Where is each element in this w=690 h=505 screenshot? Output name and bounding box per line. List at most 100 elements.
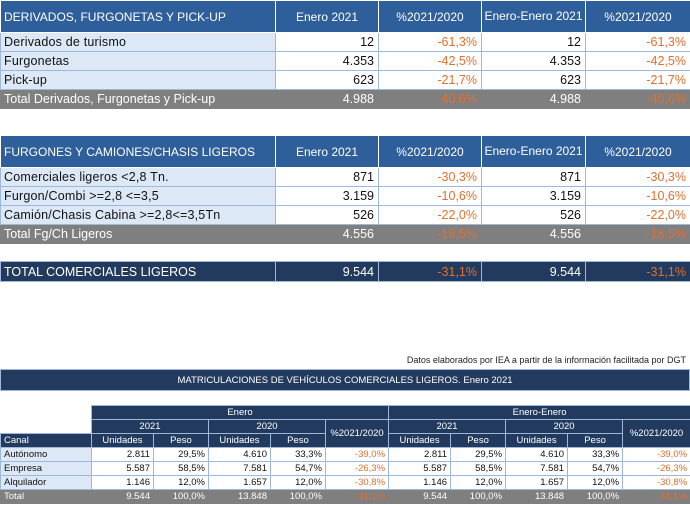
- total-label: Total: [0, 489, 92, 504]
- unidades-header: Unidades: [388, 433, 452, 448]
- total-pct-acumulado: -16,5%: [585, 224, 690, 244]
- table-header-row: DERIVADOS, FURGONETAS Y PICK-UP Enero 20…: [0, 0, 690, 33]
- total-row: Total 9.544 100,0% 13.848 100,0% -31,1% …: [0, 489, 690, 504]
- cell: 29,5%: [450, 447, 507, 462]
- total-row: Total Derivados, Furgonetas y Pick-up 4.…: [0, 89, 690, 109]
- row-label: Autónomo: [0, 447, 92, 462]
- cell-pct-acumulado: -21,7%: [585, 70, 690, 90]
- table-row: Alquilador 1.146 12,0% 1.657 12,0% -30,8…: [0, 475, 690, 490]
- derivados-table: DERIVADOS, FURGONETAS Y PICK-UP Enero 20…: [0, 0, 690, 109]
- grand-total-row: TOTAL COMERCIALES LIGEROS 9.544 -31,1% 9…: [0, 261, 690, 282]
- total-row: Total Fg/Ch Ligeros 4.556 -16,5% 4.556 -…: [0, 224, 690, 244]
- cell-acumulado: 12: [481, 32, 586, 52]
- cell-pct-acumulado: -42,5%: [585, 51, 690, 71]
- empty-cell: [0, 405, 92, 420]
- cell-pct: -42,5%: [378, 51, 482, 71]
- header-enero: Enero 2021: [275, 135, 379, 168]
- cell: 7.581: [505, 461, 569, 476]
- header-enero: Enero 2021: [275, 0, 379, 33]
- furgones-table: FURGONES Y CAMIONES/CHASIS LIGEROS Enero…: [0, 135, 690, 244]
- cell: 13.848: [208, 489, 271, 504]
- group-header-row: Enero Enero-Enero: [0, 405, 690, 420]
- cell: 9.544: [91, 489, 154, 504]
- cell-enero: 871: [275, 167, 379, 187]
- cell: 12,0%: [153, 475, 209, 490]
- pct-header: %2021/2020: [324, 419, 390, 448]
- cell: 54,7%: [567, 461, 624, 476]
- cell-enero: 526: [275, 205, 379, 225]
- total-enero: 4.988: [275, 89, 379, 109]
- cell: 100,0%: [270, 489, 326, 504]
- cell: 58,5%: [153, 461, 209, 476]
- year-2020: 2020: [505, 419, 624, 434]
- row-label: Empresa: [0, 461, 92, 476]
- cell-pct: -39,0%: [324, 447, 390, 462]
- peso-header: Peso: [567, 433, 624, 448]
- cell: 1.146: [91, 475, 154, 490]
- cell-pct-acumulado: -22,0%: [585, 205, 690, 225]
- table-header-row: FURGONES Y CAMIONES/CHASIS LIGEROS Enero…: [0, 135, 690, 168]
- total-label: Total Derivados, Furgonetas y Pick-up: [0, 89, 276, 109]
- cell-enero: 3.159: [275, 186, 379, 206]
- total-pct: -16,5%: [378, 224, 482, 244]
- header-pct: %2021/2020: [378, 135, 482, 168]
- header-pct: %2021/2020: [378, 0, 482, 33]
- row-label: Comerciales ligeros <2,8 Tn.: [0, 167, 276, 187]
- total-comerciales-table: TOTAL COMERCIALES LIGEROS 9.544 -31,1% 9…: [0, 261, 690, 282]
- row-label: Pick-up: [0, 70, 276, 90]
- table-row: Autónomo 2.811 29,5% 4.610 33,3% -39,0% …: [0, 447, 690, 462]
- row-label: Camión/Chasis Cabina >=2,8<=3,5Tn: [0, 205, 276, 225]
- cell-pct: -10,6%: [378, 186, 482, 206]
- table-row: Furgonetas 4.353 -42,5% 4.353 -42,5%: [0, 51, 690, 71]
- header-category: DERIVADOS, FURGONETAS Y PICK-UP: [0, 0, 276, 33]
- header-acumulado: Enero-Enero 2021: [481, 135, 586, 168]
- table-row: Pick-up 623 -21,7% 623 -21,7%: [0, 70, 690, 90]
- cell-pct: -39,0%: [622, 447, 690, 462]
- peso-header: Peso: [450, 433, 507, 448]
- cell: 1.657: [208, 475, 271, 490]
- cell: 58,5%: [450, 461, 507, 476]
- cell-pct: -61,3%: [378, 32, 482, 52]
- cell-acumulado: 4.353: [481, 51, 586, 71]
- grand-total-enero: 9.544: [275, 261, 379, 282]
- cell: 5.587: [388, 461, 452, 476]
- cell-pct: -26,3%: [622, 461, 690, 476]
- grand-total-acumulado: 9.544: [481, 261, 586, 282]
- total-pct: -40,6%: [378, 89, 482, 109]
- table-row: Derivados de turismo 12 -61,3% 12 -61,3%: [0, 32, 690, 52]
- row-label: Furgon/Combi >=2,8 <=3,5: [0, 186, 276, 206]
- cell: 100,0%: [567, 489, 624, 504]
- cell-acumulado: 3.159: [481, 186, 586, 206]
- year-2020: 2020: [208, 419, 326, 434]
- cell: 5.587: [91, 461, 154, 476]
- peso-header: Peso: [153, 433, 209, 448]
- cell: 33,3%: [270, 447, 326, 462]
- cell: 54,7%: [270, 461, 326, 476]
- grand-total-pct-acumulado: -31,1%: [585, 261, 690, 282]
- cell: 13.848: [505, 489, 569, 504]
- canal-header: Canal: [0, 433, 92, 448]
- year-header-row: 2021 2020 %2021/2020 2021 2020 %2021/202…: [0, 419, 690, 448]
- cell: 12,0%: [270, 475, 326, 490]
- cell-pct-acumulado: -10,6%: [585, 186, 690, 206]
- cell-pct-acumulado: -61,3%: [585, 32, 690, 52]
- row-label: Derivados de turismo: [0, 32, 276, 52]
- cell-acumulado: 623: [481, 70, 586, 90]
- cell: 12,0%: [450, 475, 507, 490]
- row-label: Furgonetas: [0, 51, 276, 71]
- table-row: Furgon/Combi >=2,8 <=3,5 3.159 -10,6% 3.…: [0, 186, 690, 206]
- table-row: Camión/Chasis Cabina >=2,8<=3,5Tn 526 -2…: [0, 205, 690, 225]
- cell: 100,0%: [450, 489, 507, 504]
- unidades-header: Unidades: [208, 433, 271, 448]
- cell-pct: -21,7%: [378, 70, 482, 90]
- cell: 2.811: [91, 447, 154, 462]
- cell: 100,0%: [153, 489, 209, 504]
- cell-pct: -30,8%: [622, 475, 690, 490]
- cell: 4.610: [208, 447, 271, 462]
- total-acumulado: 4.988: [481, 89, 586, 109]
- header-category: FURGONES Y CAMIONES/CHASIS LIGEROS: [0, 135, 276, 168]
- cell: 1.146: [388, 475, 452, 490]
- header-pct-acumulado: %2021/2020: [585, 0, 690, 33]
- year-2021: 2021: [91, 419, 209, 434]
- total-pct-acumulado: -40,6%: [585, 89, 690, 109]
